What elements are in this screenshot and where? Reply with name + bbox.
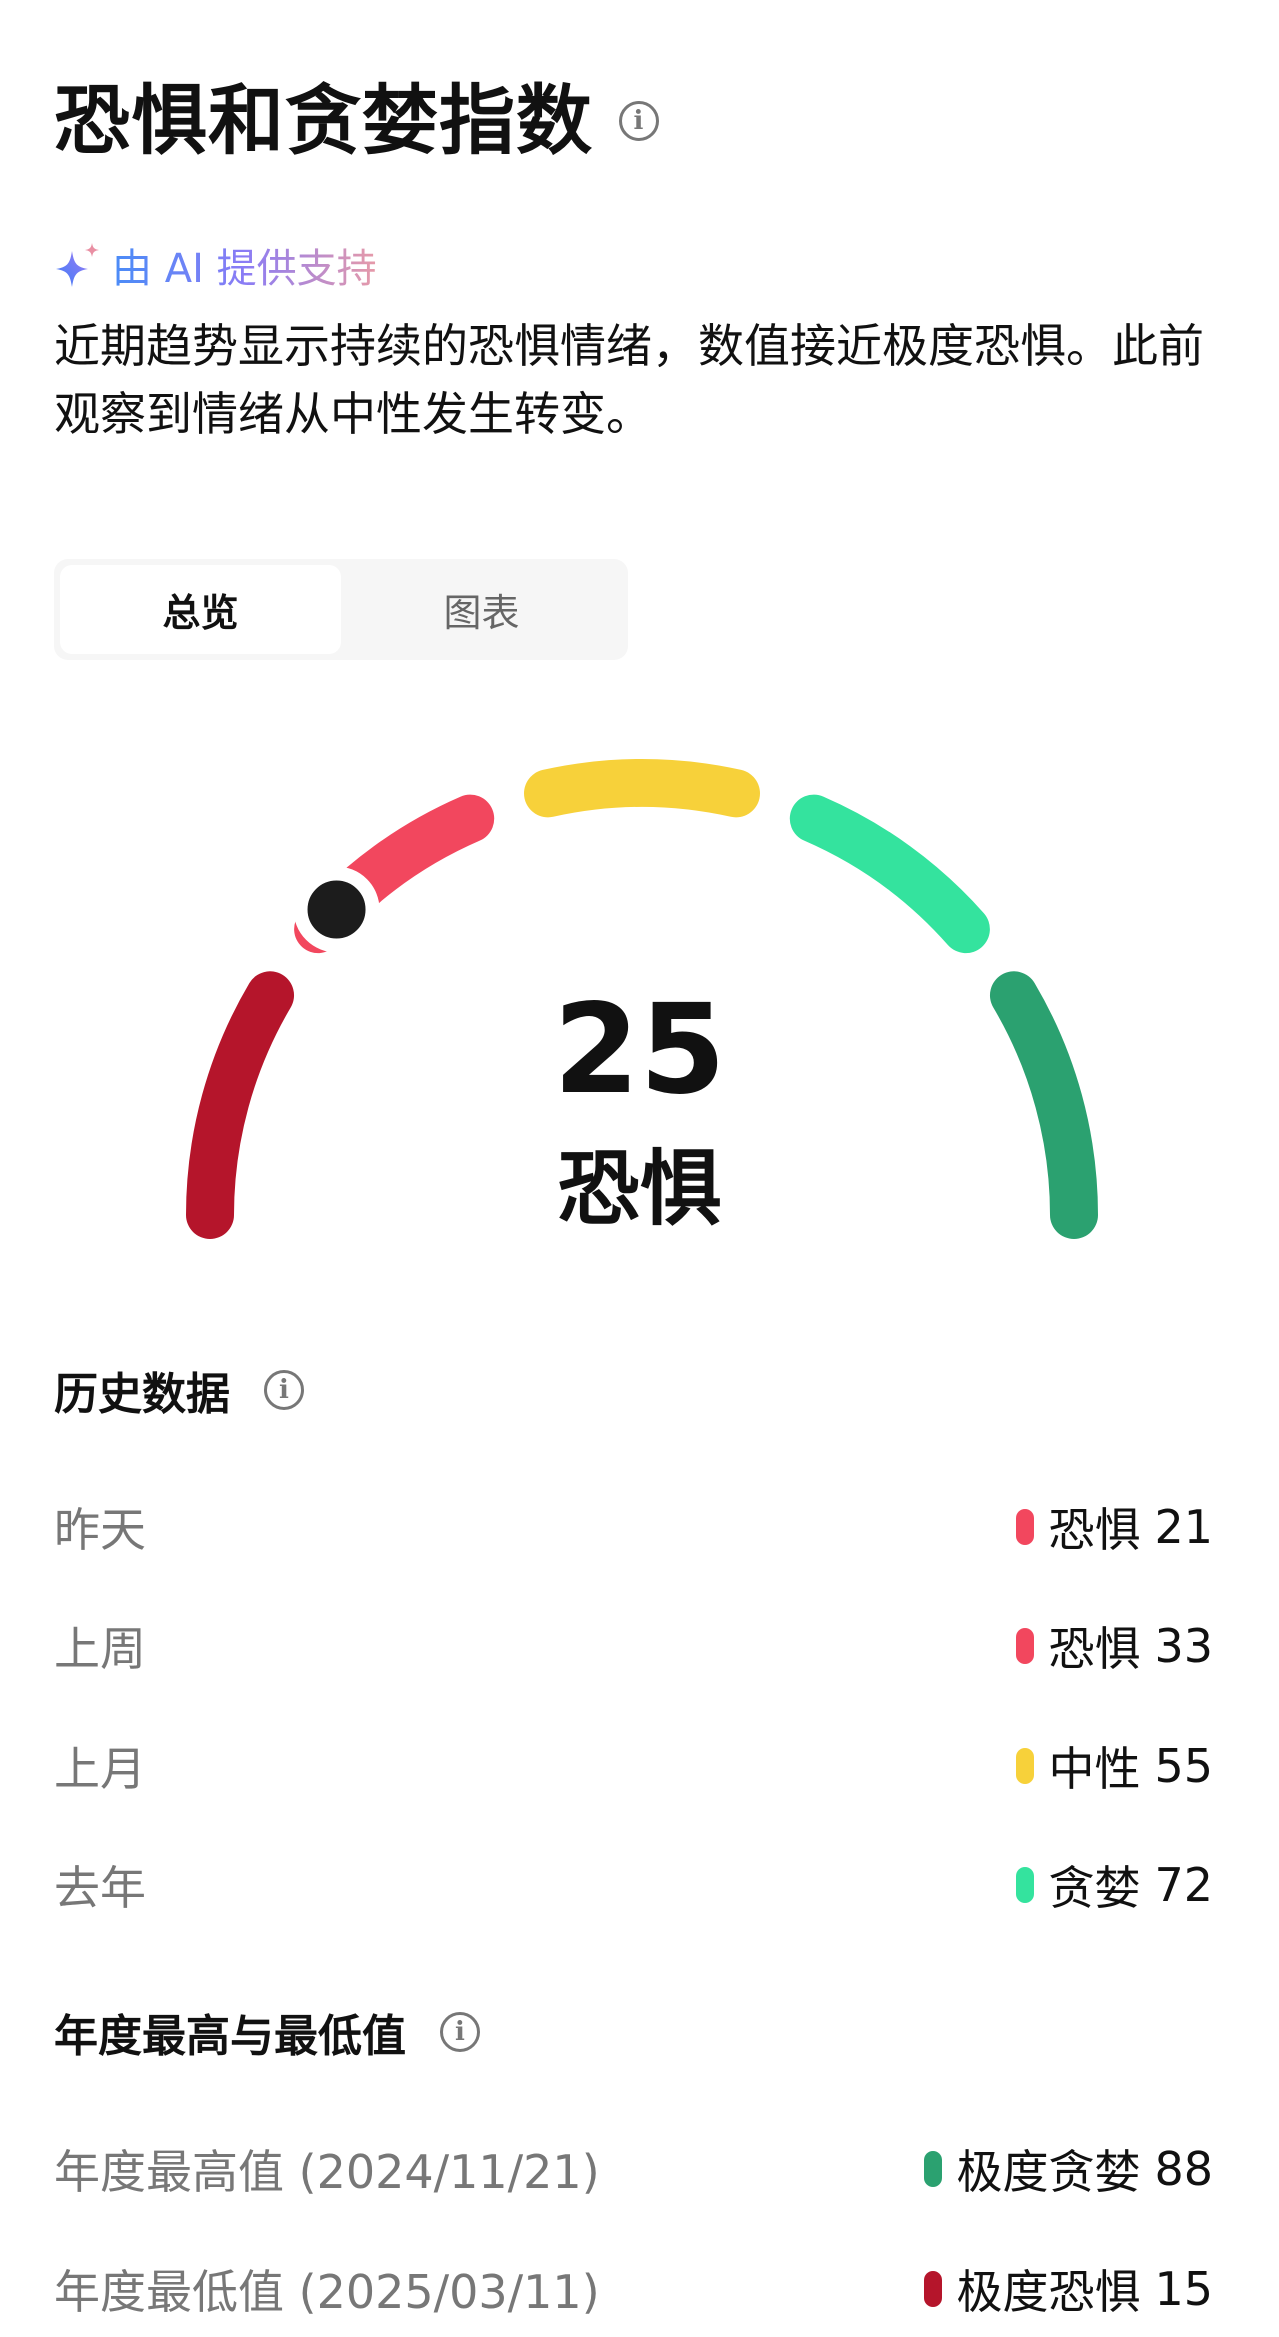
gauge-value-label: 恐惧 (557, 1142, 722, 1237)
row-label: 上月 (54, 1742, 146, 1796)
history-section-title: 历史数据 i (54, 1360, 304, 1420)
row-label: 昨天 (54, 1503, 146, 1557)
history-row: 去年 贪婪 72 (54, 1850, 1213, 1920)
status-text: 极度恐惧 (956, 2265, 1141, 2319)
tab-chart[interactable]: 图表 (443, 591, 520, 635)
tab-overview[interactable]: 总览 (60, 565, 341, 654)
ai-badge: 由 AI 提供支持 (54, 238, 377, 292)
status-value: 88 (1154, 2142, 1213, 2196)
status-indicator (1016, 1867, 1035, 1903)
yearly-section-title: 年度最高与最低值 i (54, 2002, 480, 2062)
status-indicator (1016, 1509, 1035, 1545)
ai-label: 由 AI 提供支持 (112, 236, 377, 294)
fear-greed-gauge (186, 759, 1098, 1239)
status-text: 极度贪婪 (956, 2145, 1141, 2199)
status-indicator (1016, 1628, 1035, 1664)
status-value: 21 (1154, 1500, 1213, 1554)
history-title: 历史数据 (54, 1369, 230, 1420)
info-icon[interactable]: i (619, 101, 659, 141)
page-title-text: 恐惧和贪婪指数 (54, 76, 593, 165)
gauge-value: 25 (553, 978, 726, 1122)
row-label: 年度最高值 (2024/11/21) (54, 2145, 600, 2199)
gauge-segment (789, 794, 990, 954)
row-label: 上周 (54, 1622, 146, 1676)
status-indicator (924, 2151, 943, 2187)
view-tabs: 总览 图表 (54, 559, 628, 660)
status-text: 贪婪 (1048, 1861, 1141, 1915)
status-value: 15 (1154, 2262, 1213, 2316)
yearly-row: 年度最高值 (2024/11/21) 极度贪婪 88 (54, 2134, 1213, 2204)
status-value: 72 (1154, 1858, 1213, 1912)
status-indicator (924, 2271, 943, 2307)
status-value: 55 (1154, 1739, 1213, 1793)
status-text: 恐惧 (1048, 1622, 1141, 1676)
status-indicator (1016, 1748, 1035, 1784)
gauge-segment (186, 971, 295, 1239)
yearly-row: 年度最低值 (2025/03/11) 极度恐惧 15 (54, 2254, 1213, 2324)
gauge-segment (989, 971, 1098, 1239)
page-title: 恐惧和贪婪指数 i (54, 66, 659, 176)
history-row: 上月 中性 55 (54, 1731, 1213, 1801)
sparkle-icon (56, 243, 99, 287)
ai-summary: 近期趋势显示持续的恐惧情绪，数值接近极度恐惧。此前观察到情绪从中性发生转变。 (54, 319, 1204, 441)
row-label: 去年 (54, 1861, 146, 1915)
status-text: 恐惧 (1048, 1503, 1141, 1557)
history-row: 昨天 恐惧 21 (54, 1492, 1213, 1562)
status-text: 中性 (1048, 1742, 1141, 1796)
info-icon[interactable]: i (264, 1370, 304, 1410)
gauge-segment (524, 759, 760, 818)
info-icon[interactable]: i (440, 2012, 480, 2052)
history-row: 上周 恐惧 33 (54, 1611, 1213, 1681)
gauge-marker (293, 866, 380, 953)
yearly-title: 年度最高与最低值 (54, 2011, 406, 2062)
status-value: 33 (1154, 1619, 1213, 1673)
row-label: 年度最低值 (2025/03/11) (54, 2265, 600, 2319)
